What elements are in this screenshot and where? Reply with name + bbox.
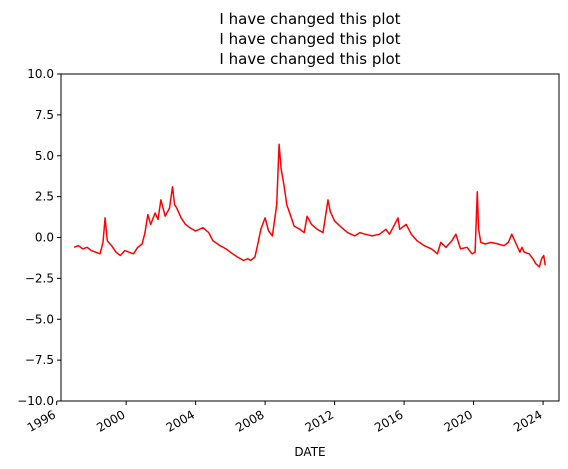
x-tick-label: 2008: [233, 407, 266, 434]
y-tick-label: 10.0: [27, 67, 54, 81]
y-tick-label: 5.0: [35, 149, 54, 163]
x-tick-label: 2020: [442, 407, 475, 434]
chart-title-line-3: I have changed this plot: [219, 50, 400, 68]
x-tick-label: 2024: [511, 407, 544, 434]
x-tick-label: 2012: [303, 407, 336, 434]
y-axis-ticks: 10.0 7.5 5.0 2.5 0.0 −2.5 −5.0 −7.5 −10.0: [17, 67, 61, 408]
series-line: [74, 144, 545, 267]
y-tick-label: 0.0: [35, 231, 54, 245]
y-tick-label: −5.0: [25, 312, 54, 326]
x-axis-ticks: 1996 2000 2004 2008 2012 2016 2020 2024: [25, 401, 545, 435]
plot-area-frame: [61, 74, 559, 401]
chart-title-line-2: I have changed this plot: [219, 30, 400, 48]
x-axis-label: DATE: [294, 445, 325, 459]
y-tick-label: 2.5: [35, 190, 54, 204]
y-tick-label: −7.5: [25, 353, 54, 367]
y-tick-label: −2.5: [25, 271, 54, 285]
x-tick-label: 1996: [25, 407, 58, 434]
x-tick-label: 2004: [164, 407, 197, 434]
plot-series: [74, 144, 545, 267]
x-tick-label: 2016: [372, 407, 405, 434]
chart-title-line-1: I have changed this plot: [219, 10, 400, 28]
y-tick-label: −10.0: [17, 394, 54, 408]
y-tick-label: 7.5: [35, 108, 54, 122]
x-tick-label: 2000: [94, 407, 127, 434]
